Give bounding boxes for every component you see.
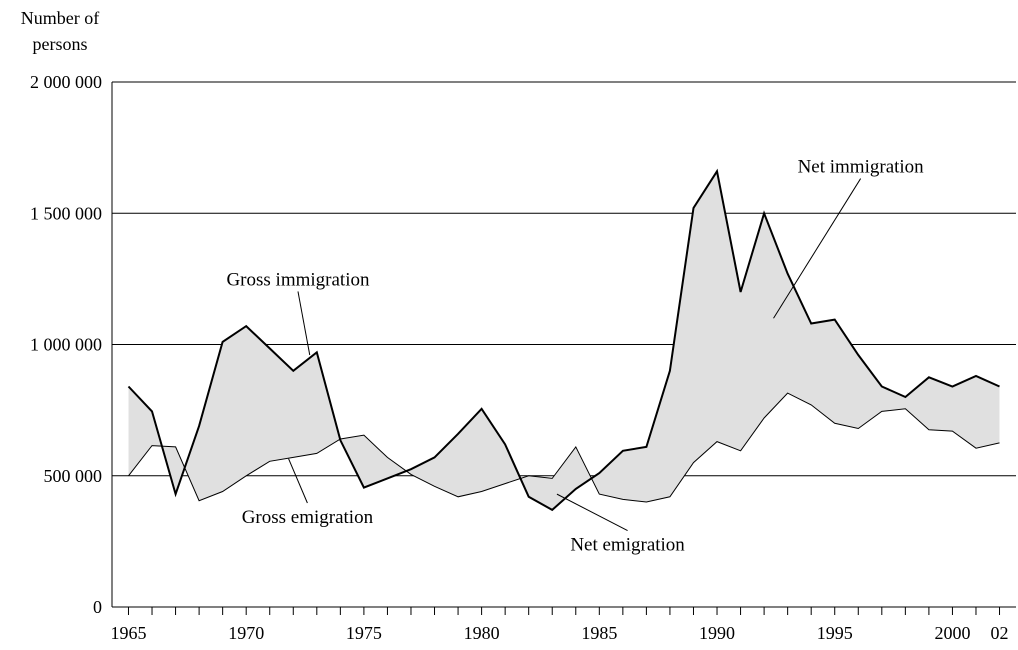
gross-emigration-label: Gross emigration bbox=[242, 507, 374, 528]
leader-line bbox=[297, 291, 311, 356]
gross-immigration-line bbox=[127, 168, 1000, 512]
gross-emigration-line bbox=[128, 392, 1000, 503]
net-migration-fill bbox=[128, 171, 1000, 510]
y-tick-label: 1 500 000 bbox=[30, 203, 102, 223]
leader-line bbox=[556, 493, 628, 532]
y-tick-label: 1 000 000 bbox=[30, 335, 102, 355]
y-tick-label: 2 000 000 bbox=[30, 72, 102, 92]
x-tick-label: 1995 bbox=[817, 623, 853, 643]
net-immigration-label: Net immigration bbox=[798, 157, 925, 178]
gross-immigration-label: Gross immigration bbox=[226, 269, 370, 290]
annotations: Gross immigration Gross emigration Net emi… bbox=[226, 157, 924, 556]
leader-line bbox=[773, 178, 862, 319]
x-tick-label: 02 bbox=[991, 623, 1009, 643]
x-tick-label: 1980 bbox=[464, 623, 500, 643]
x-tick-label: 1975 bbox=[346, 623, 382, 643]
x-tick-label: 2000 bbox=[934, 623, 970, 643]
net-emigration-label: Net emigration bbox=[570, 535, 685, 556]
x-tick-label: 1985 bbox=[581, 623, 617, 643]
y-axis-label-line1: Number of bbox=[21, 8, 99, 28]
y-tick-label: 500 000 bbox=[44, 466, 103, 486]
series-lines bbox=[127, 168, 1000, 512]
x-tick-label: 1990 bbox=[699, 623, 735, 643]
x-tick-label: 1965 bbox=[110, 623, 146, 643]
y-axis-label-line2: persons bbox=[33, 34, 88, 54]
y-tick-label: 0 bbox=[93, 597, 102, 617]
x-tick-label: 1970 bbox=[228, 623, 264, 643]
axes: 0 500 000 1 000 000 1 500 000 2 000 000 1965 1… bbox=[30, 72, 1016, 643]
net-migration-area bbox=[128, 171, 1000, 510]
leader-line bbox=[288, 458, 308, 504]
